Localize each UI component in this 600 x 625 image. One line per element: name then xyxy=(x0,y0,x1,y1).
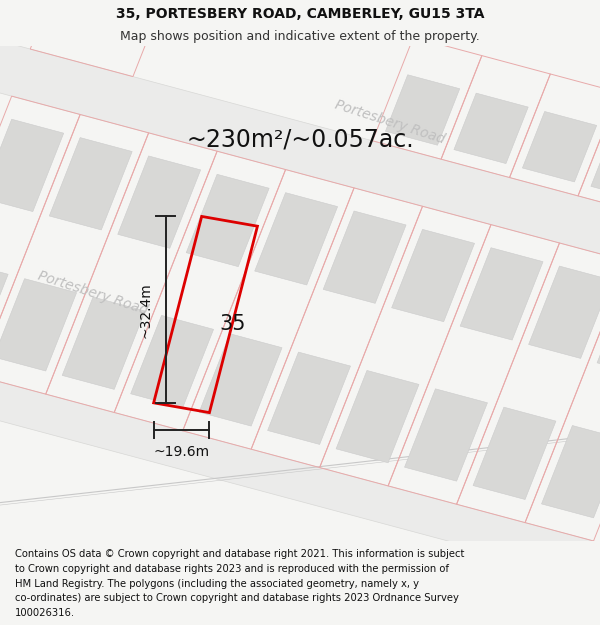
Polygon shape xyxy=(523,111,596,182)
Polygon shape xyxy=(131,316,214,408)
Polygon shape xyxy=(0,119,64,212)
Text: to Crown copyright and database rights 2023 and is reproduced with the permissio: to Crown copyright and database rights 2… xyxy=(15,564,449,574)
Text: ~230m²/~0.057ac.: ~230m²/~0.057ac. xyxy=(186,127,414,152)
Polygon shape xyxy=(49,138,132,230)
Text: 35: 35 xyxy=(219,314,246,334)
Polygon shape xyxy=(542,426,600,518)
Polygon shape xyxy=(597,284,600,377)
Text: 35, PORTESBERY ROAD, CAMBERLEY, GU15 3TA: 35, PORTESBERY ROAD, CAMBERLEY, GU15 3TA xyxy=(116,7,484,21)
Polygon shape xyxy=(254,192,338,285)
Polygon shape xyxy=(385,75,460,145)
Polygon shape xyxy=(186,174,269,267)
Polygon shape xyxy=(404,389,487,481)
Polygon shape xyxy=(473,407,556,499)
Polygon shape xyxy=(454,93,528,164)
Polygon shape xyxy=(336,371,419,462)
Polygon shape xyxy=(460,248,543,340)
Text: Portesbery Road: Portesbery Road xyxy=(333,98,447,147)
Text: ~32.4m: ~32.4m xyxy=(139,282,152,338)
Text: Contains OS data © Crown copyright and database right 2021. This information is : Contains OS data © Crown copyright and d… xyxy=(15,549,464,559)
Text: Portesbery Road: Portesbery Road xyxy=(36,269,150,318)
Text: Map shows position and indicative extent of the property.: Map shows position and indicative extent… xyxy=(120,30,480,43)
Polygon shape xyxy=(323,211,406,303)
Polygon shape xyxy=(268,352,350,444)
Polygon shape xyxy=(118,156,200,248)
Polygon shape xyxy=(0,279,77,371)
Polygon shape xyxy=(529,266,600,358)
Polygon shape xyxy=(0,31,600,292)
Polygon shape xyxy=(0,339,600,589)
Text: 100026316.: 100026316. xyxy=(15,608,75,618)
Text: ~19.6m: ~19.6m xyxy=(154,445,209,459)
Polygon shape xyxy=(0,261,8,352)
Polygon shape xyxy=(199,334,282,426)
Text: co-ordinates) are subject to Crown copyright and database rights 2023 Ordnance S: co-ordinates) are subject to Crown copyr… xyxy=(15,593,459,603)
Text: HM Land Registry. The polygons (including the associated geometry, namely x, y: HM Land Registry. The polygons (includin… xyxy=(15,579,419,589)
Polygon shape xyxy=(62,297,145,389)
Polygon shape xyxy=(591,130,600,200)
Polygon shape xyxy=(392,229,475,322)
